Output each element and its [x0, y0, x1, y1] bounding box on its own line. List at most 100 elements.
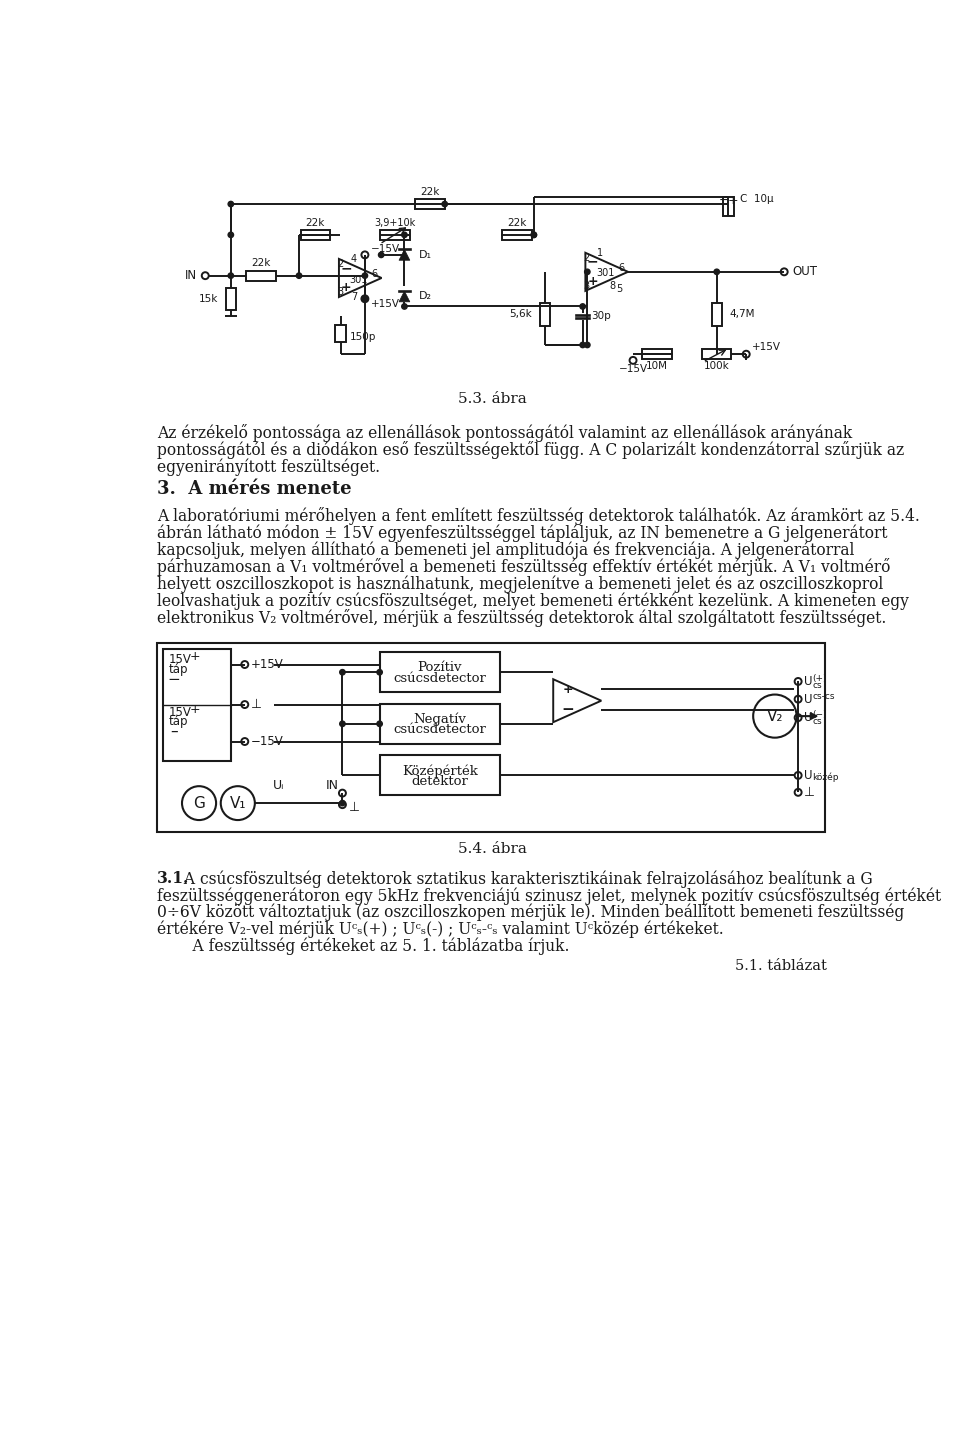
Text: közép: közép [812, 773, 839, 783]
Polygon shape [399, 249, 410, 260]
Text: +15V: +15V [753, 342, 781, 352]
Text: −: − [562, 703, 574, 717]
Circle shape [362, 296, 368, 302]
Circle shape [401, 303, 407, 309]
Text: U: U [804, 711, 813, 724]
Text: G: G [193, 796, 205, 810]
Text: (−): (−) [812, 710, 827, 718]
Text: 6: 6 [618, 263, 624, 273]
Polygon shape [399, 290, 410, 302]
Text: IN: IN [325, 778, 338, 791]
Text: pontosságától és a diódákon eső feszültsségektől függ. A C polarizált kondenzáto: pontosságától és a diódákon eső feszülts… [157, 441, 904, 459]
Text: ábrán látható módon ± 15V egyenfeszültsséggel tápláljuk, az IN bemenetre a G jel: ábrán látható módon ± 15V egyenfeszültss… [157, 524, 888, 542]
Circle shape [401, 232, 407, 238]
Text: 30p: 30p [591, 312, 611, 322]
Circle shape [531, 232, 537, 238]
Circle shape [228, 202, 233, 206]
Text: 3.  A mérés menete: 3. A mérés menete [157, 479, 351, 498]
Text: 15V: 15V [169, 705, 192, 718]
Text: 3: 3 [337, 286, 343, 296]
Bar [247, 270, 276, 280]
Circle shape [585, 342, 590, 348]
Text: +: + [341, 282, 351, 295]
Text: IN: IN [184, 269, 197, 282]
Text: csúcsdetector: csúcsdetector [394, 673, 486, 685]
Circle shape [221, 786, 254, 820]
Text: kapcsoljuk, melyen állítható a bemeneti jel amplitudója és frekvenciája. A jelge: kapcsoljuk, melyen állítható a bemeneti … [157, 541, 854, 560]
Text: ⊥: ⊥ [348, 801, 359, 814]
Text: 1: 1 [597, 248, 604, 258]
Bar [162, 650, 230, 761]
Circle shape [340, 670, 346, 675]
Text: +: + [190, 703, 201, 716]
Text: cs-cs: cs-cs [812, 691, 834, 701]
Text: U: U [804, 768, 813, 781]
Bar [642, 349, 672, 359]
Text: −: − [168, 671, 180, 687]
Bar [379, 704, 500, 744]
Text: 4: 4 [351, 253, 357, 263]
Circle shape [340, 800, 346, 806]
Text: D₂: D₂ [419, 292, 431, 302]
Circle shape [378, 252, 384, 258]
Text: Az érzékelő pontossága az ellenállások pontosságától valamint az ellenállások ar: Az érzékelő pontossága az ellenállások p… [157, 424, 852, 442]
Text: 5.3. ábra: 5.3. ábra [458, 392, 526, 406]
Text: −: − [587, 255, 599, 269]
Text: 7: 7 [351, 292, 357, 302]
Text: +15V: +15V [251, 658, 284, 671]
Text: +15V: +15V [372, 299, 400, 309]
Text: +: + [588, 275, 598, 288]
Text: U: U [804, 693, 813, 705]
Bar [711, 302, 722, 326]
Text: leolvashatjuk a pozitív csúcsföszultséget, melyet bemeneti értékként kezelünk. A: leolvashatjuk a pozitív csúcsföszultsége… [157, 592, 909, 610]
Text: 22k: 22k [420, 186, 440, 196]
Text: ⊥: ⊥ [251, 698, 262, 711]
Bar [335, 325, 347, 342]
Bar [379, 653, 500, 693]
Circle shape [442, 202, 447, 206]
Bar [540, 302, 550, 326]
Text: egyenirányított feszültséget.: egyenirányított feszültséget. [157, 458, 380, 475]
Text: D₁: D₁ [419, 250, 431, 260]
Text: 5,6k: 5,6k [510, 309, 532, 319]
Text: 10M: 10M [646, 361, 668, 371]
Text: −15V: −15V [372, 243, 400, 253]
Circle shape [377, 670, 382, 675]
Text: feszültsséggenerátoron egy 5kHz frekvenciájú szinusz jelet, melynek pozitív csúc: feszültsséggenerátoron egy 5kHz frekvenc… [157, 887, 942, 904]
Text: 150p: 150p [350, 332, 376, 342]
Text: cs: cs [812, 681, 822, 690]
Text: 0÷6V között változtatjuk (az oszcilloszkopen mérjük le). Minden beállított bemen: 0÷6V között változtatjuk (az oszcilloszk… [157, 904, 904, 922]
Bar [300, 230, 330, 240]
Text: 22k: 22k [305, 218, 325, 228]
Text: 22k: 22k [507, 218, 526, 228]
Circle shape [531, 232, 537, 238]
Text: −15V: −15V [251, 736, 284, 748]
Text: 5.4. ábra: 5.4. ábra [458, 841, 526, 856]
Text: 3,9+10k: 3,9+10k [374, 218, 416, 228]
Text: 3: 3 [584, 280, 589, 290]
Text: V₁: V₁ [229, 796, 246, 810]
Text: 22k: 22k [252, 259, 271, 269]
Text: 5.1. táblázat: 5.1. táblázat [735, 959, 827, 973]
Bar [416, 199, 444, 209]
Circle shape [754, 694, 797, 737]
Text: (+): (+) [812, 674, 827, 683]
Text: csúcsdetector: csúcsdetector [394, 724, 486, 737]
Text: A laboratóriumi mérőhelyen a fent említett feszültsség detektorok találhatók. Az: A laboratóriumi mérőhelyen a fent említe… [157, 508, 920, 525]
Circle shape [362, 273, 368, 279]
Text: 8: 8 [610, 280, 616, 290]
Text: V₂: V₂ [767, 708, 783, 724]
Circle shape [585, 269, 590, 275]
Bar [157, 643, 826, 831]
Text: C  10μ: C 10μ [740, 193, 774, 203]
Bar [380, 230, 410, 240]
Bar [702, 349, 732, 359]
Circle shape [182, 786, 216, 820]
Text: Uᵢ: Uᵢ [274, 778, 284, 791]
Text: ⊥: ⊥ [804, 786, 815, 798]
Text: párhuzamosan a V₁ voltmérővel a bemeneti feszültsség effektív értékét mérjük. A : párhuzamosan a V₁ voltmérővel a bemeneti… [157, 558, 891, 577]
Text: 5: 5 [616, 283, 622, 293]
Text: elektronikus V₂ voltmérővel, mérjük a feszültsség detektorok által szolgáltatott: elektronikus V₂ voltmérővel, mérjük a fe… [157, 610, 887, 627]
Text: −: − [341, 260, 352, 275]
Text: −: − [718, 193, 729, 206]
